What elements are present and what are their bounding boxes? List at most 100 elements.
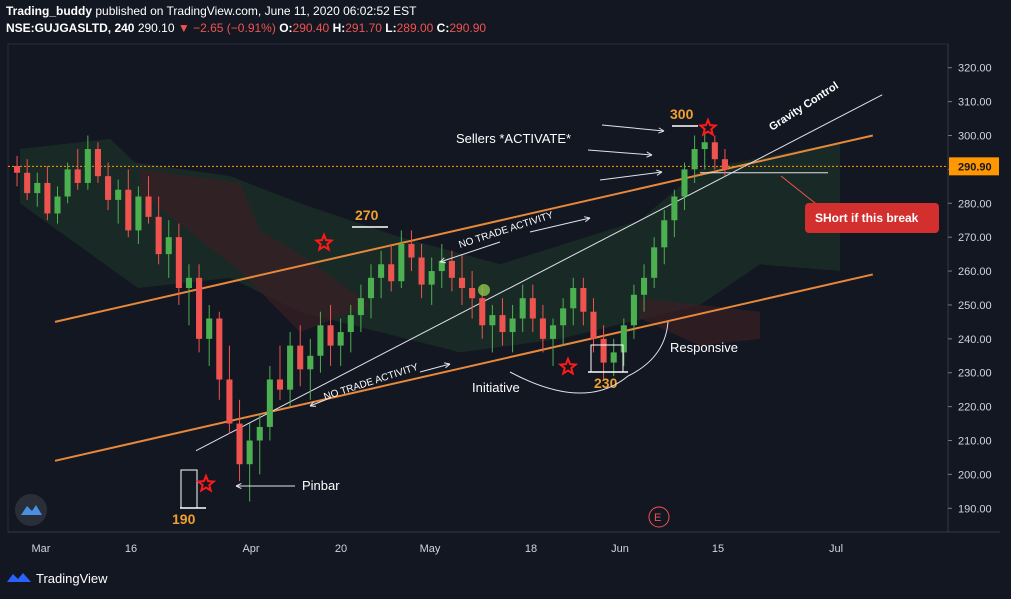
candle[interactable] bbox=[226, 345, 233, 434]
star-190[interactable] bbox=[195, 473, 217, 493]
candle[interactable] bbox=[256, 413, 263, 475]
candle[interactable] bbox=[539, 304, 546, 353]
signal-dot[interactable] bbox=[478, 284, 490, 296]
candle[interactable] bbox=[24, 159, 31, 200]
candle[interactable] bbox=[105, 162, 112, 211]
candle[interactable] bbox=[165, 220, 172, 278]
candle[interactable] bbox=[337, 318, 344, 366]
candle[interactable] bbox=[94, 142, 101, 183]
candle[interactable] bbox=[529, 284, 536, 333]
candle[interactable] bbox=[681, 162, 688, 211]
candle[interactable] bbox=[297, 325, 304, 387]
candle[interactable] bbox=[216, 311, 223, 400]
candle[interactable] bbox=[620, 318, 627, 366]
sellers-arrow-1[interactable] bbox=[601, 124, 665, 132]
candle[interactable] bbox=[367, 264, 375, 319]
label-300[interactable]: 300 bbox=[670, 106, 694, 122]
candle[interactable] bbox=[287, 332, 294, 407]
candle[interactable] bbox=[206, 304, 213, 366]
short-callout[interactable]: SHort if this break bbox=[815, 211, 919, 225]
candle[interactable] bbox=[661, 210, 668, 265]
initiative[interactable]: Initiative bbox=[472, 380, 520, 395]
candle[interactable] bbox=[580, 277, 587, 326]
no-trade-upper-arrow-right[interactable] bbox=[529, 217, 591, 233]
candle[interactable] bbox=[388, 243, 395, 292]
candle[interactable] bbox=[448, 250, 455, 292]
candle[interactable] bbox=[489, 304, 496, 353]
star-270[interactable] bbox=[313, 232, 335, 252]
candle[interactable] bbox=[549, 318, 557, 366]
candle[interactable] bbox=[671, 189, 678, 238]
short-callout-box[interactable] bbox=[805, 203, 939, 233]
candle[interactable] bbox=[115, 179, 122, 224]
candle[interactable] bbox=[418, 243, 425, 299]
no-trade-upper-arrow-left[interactable] bbox=[439, 241, 501, 263]
candle[interactable] bbox=[155, 196, 162, 265]
candle[interactable] bbox=[408, 230, 415, 272]
candle[interactable] bbox=[64, 162, 71, 204]
candle[interactable] bbox=[266, 365, 273, 441]
candle[interactable] bbox=[721, 149, 728, 177]
candle[interactable] bbox=[519, 284, 526, 333]
sellers-activate[interactable]: Sellers *ACTIVATE* bbox=[456, 131, 571, 146]
channel-lower-line[interactable] bbox=[54, 273, 874, 462]
candle[interactable] bbox=[307, 338, 314, 400]
star-300[interactable] bbox=[697, 117, 719, 137]
candle[interactable] bbox=[560, 298, 567, 346]
candle[interactable] bbox=[14, 155, 21, 187]
candle[interactable] bbox=[651, 237, 658, 288]
no-trade-lower-arrow-left[interactable] bbox=[309, 397, 331, 407]
candle[interactable] bbox=[398, 230, 405, 288]
candle[interactable] bbox=[317, 311, 324, 373]
candle[interactable] bbox=[509, 304, 516, 353]
responsive-curve[interactable] bbox=[627, 321, 669, 377]
candle[interactable] bbox=[378, 250, 385, 299]
candle[interactable] bbox=[74, 149, 81, 190]
candle[interactable] bbox=[196, 264, 203, 353]
candle[interactable] bbox=[438, 243, 445, 288]
candle[interactable] bbox=[185, 264, 193, 326]
earnings-marker-circle[interactable] bbox=[648, 506, 670, 528]
candle[interactable] bbox=[469, 271, 476, 319]
candle[interactable] bbox=[630, 284, 637, 339]
candle[interactable] bbox=[641, 264, 648, 312]
candle[interactable] bbox=[701, 128, 708, 170]
candle-body bbox=[711, 142, 718, 160]
candle[interactable] bbox=[246, 423, 253, 502]
candle[interactable] bbox=[570, 277, 577, 326]
pinbar[interactable]: Pinbar bbox=[302, 478, 340, 493]
sellers-arrow-2[interactable] bbox=[587, 149, 653, 156]
candle[interactable] bbox=[357, 284, 364, 333]
responsive[interactable]: Responsive bbox=[670, 340, 738, 355]
author[interactable]: Trading_buddy bbox=[6, 4, 93, 18]
label-190[interactable]: 190 bbox=[172, 511, 196, 527]
candle[interactable] bbox=[600, 325, 607, 380]
candle[interactable] bbox=[236, 399, 243, 482]
candle[interactable] bbox=[145, 176, 152, 224]
initiative-curve[interactable] bbox=[509, 371, 629, 394]
candle[interactable] bbox=[276, 345, 284, 400]
candle[interactable] bbox=[590, 298, 597, 353]
candle[interactable] bbox=[428, 257, 435, 305]
tradingview-footer[interactable]: TradingView bbox=[6, 570, 108, 587]
sellers-arrow-3[interactable] bbox=[599, 171, 663, 181]
candle[interactable] bbox=[54, 186, 61, 224]
candle[interactable] bbox=[327, 304, 334, 366]
candle[interactable] bbox=[34, 172, 41, 207]
candle[interactable] bbox=[135, 186, 142, 244]
candle[interactable] bbox=[44, 166, 51, 221]
candle[interactable] bbox=[84, 135, 91, 190]
star-230[interactable] bbox=[557, 356, 579, 376]
no-trade-lower-arrow-right[interactable] bbox=[419, 363, 451, 373]
candle[interactable] bbox=[175, 223, 182, 305]
label-270[interactable]: 270 bbox=[355, 207, 379, 223]
candle[interactable] bbox=[347, 304, 354, 353]
candle[interactable] bbox=[125, 169, 132, 238]
candle[interactable] bbox=[691, 135, 698, 183]
earnings-marker[interactable]: E bbox=[654, 512, 661, 524]
label-230[interactable]: 230 bbox=[594, 375, 618, 391]
candle[interactable] bbox=[458, 254, 466, 305]
candle[interactable] bbox=[499, 298, 506, 346]
candle[interactable] bbox=[711, 135, 718, 170]
